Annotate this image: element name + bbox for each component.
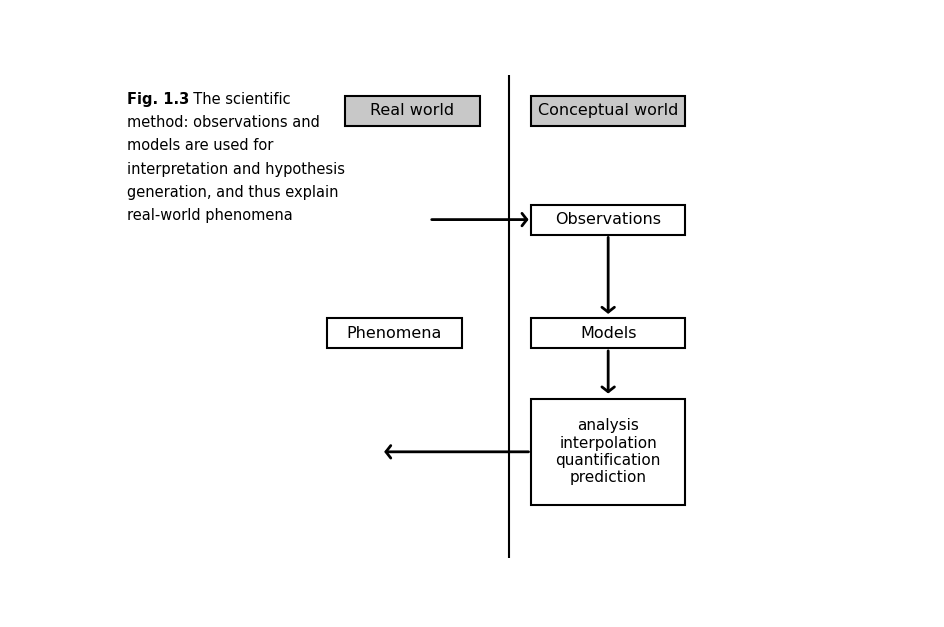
FancyBboxPatch shape [531,204,685,234]
Text: Models: Models [580,325,636,340]
Text: Phenomena: Phenomena [346,325,442,340]
Text: real-world phenomena: real-world phenomena [126,208,293,223]
FancyBboxPatch shape [531,399,685,505]
Text: method: observations and: method: observations and [126,115,320,130]
Text: Observations: Observations [555,212,661,227]
FancyBboxPatch shape [531,318,685,348]
Text: models are used for: models are used for [126,139,273,154]
FancyBboxPatch shape [345,96,480,126]
Text: analysis
interpolation
quantification
prediction: analysis interpolation quantification pr… [555,418,661,485]
Text: Conceptual world: Conceptual world [538,103,679,119]
FancyBboxPatch shape [531,96,685,126]
Text: Fig. 1.3: Fig. 1.3 [126,92,189,107]
Text: interpretation and hypothesis: interpretation and hypothesis [126,162,345,177]
Text: generation, and thus explain: generation, and thus explain [126,185,338,200]
Text: Real world: Real world [370,103,454,119]
FancyBboxPatch shape [327,318,462,348]
Text: The scientific: The scientific [184,92,291,107]
